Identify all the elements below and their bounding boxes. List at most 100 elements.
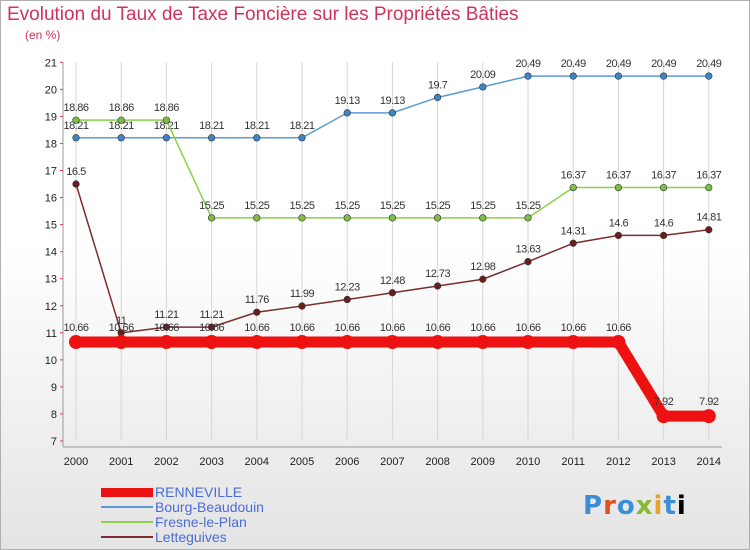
data-point-letteguives (298, 302, 306, 310)
data-label-renneville: 10.66 (289, 322, 314, 334)
data-label-renneville: 10.66 (109, 322, 134, 334)
data-point-bourg-beaudouin (388, 109, 397, 117)
data-label-bourg-beaudouin: 19.13 (380, 95, 405, 107)
proxiti-logo: Proxiti (583, 491, 687, 521)
data-point-bourg-beaudouin (705, 72, 713, 80)
x-tick-label: 2010 (516, 456, 540, 468)
data-label-letteguives: 14.81 (696, 212, 721, 224)
data-label-bourg-beaudouin: 18.21 (63, 120, 88, 132)
data-point-renneville (159, 334, 174, 349)
x-tick-label: 2011 (561, 456, 585, 468)
data-label-bourg-beaudouin: 20.49 (651, 58, 676, 70)
data-point-letteguives (659, 231, 668, 240)
data-point-renneville (701, 409, 716, 424)
legend-swatch-letteguives (101, 536, 153, 538)
data-point-fresne-le-plan (253, 214, 261, 222)
data-label-renneville: 10.66 (425, 322, 450, 334)
data-label-bourg-beaudouin: 20.49 (606, 58, 631, 70)
data-point-renneville (611, 334, 626, 349)
x-tick-label: 2006 (335, 456, 359, 468)
data-point-renneville (340, 334, 355, 349)
x-tick-label: 2000 (64, 456, 88, 468)
data-label-fresne-le-plan: 16.37 (606, 170, 631, 182)
y-tick-label: 13 (45, 274, 57, 286)
chart-plot: 2000 2001 2002 2003 2004 2005 2006 2007 2008 2009… (45, 57, 722, 468)
y-tick-label: 21 (45, 57, 57, 69)
data-point-bourg-beaudouin (434, 93, 442, 102)
legend-label-letteguives: Letteguives (155, 529, 227, 545)
data-label-letteguives: 11.21 (199, 309, 224, 321)
data-label-bourg-beaudouin: 18.21 (244, 120, 269, 132)
data-point-fresne-le-plan (659, 183, 668, 192)
x-tick-label: 2001 (109, 456, 133, 468)
data-label-letteguives: 14.6 (609, 217, 629, 229)
data-label-renneville: 10.66 (561, 322, 586, 334)
logo-letter: P (583, 491, 604, 521)
y-tick-label: 15 (45, 220, 57, 232)
data-label-renneville: 10.66 (470, 322, 495, 334)
data-label-fresne-le-plan: 15.25 (380, 200, 405, 212)
data-label-fresne-le-plan: 15.25 (515, 200, 540, 212)
data-label-letteguives: 11.99 (290, 288, 315, 300)
y-tick-label: 20 (45, 84, 57, 96)
y-tick-label: 17 (45, 166, 57, 178)
data-point-fresne-le-plan (162, 116, 170, 124)
x-tick-label: 2012 (606, 456, 630, 468)
x-tick-label: 2008 (425, 456, 449, 468)
data-label-fresne-le-plan: 16.37 (696, 170, 721, 182)
chart-title: Evolution du Taux de Taxe Foncière sur l… (7, 4, 519, 25)
data-label-fresne-le-plan: 18.86 (154, 102, 179, 114)
data-label-fresne-le-plan: 15.25 (244, 200, 269, 212)
data-point-bourg-beaudouin (659, 72, 668, 80)
y-tick-label: 19 (45, 111, 57, 123)
data-point-renneville (475, 334, 490, 349)
legend-swatch-fresne-le-plan (101, 521, 153, 523)
logo-letter: i (676, 491, 687, 521)
y-tick-label: 12 (45, 301, 57, 313)
x-tick-label: 2013 (651, 456, 675, 468)
data-point-fresne-le-plan (117, 116, 125, 124)
data-label-fresne-le-plan: 15.25 (470, 200, 495, 212)
data-label-letteguives: 11.76 (245, 294, 270, 306)
data-point-bourg-beaudouin (253, 134, 261, 142)
data-point-renneville (295, 334, 309, 349)
legend-label-renneville: RENNEVILLE (155, 484, 243, 500)
data-point-fresne-le-plan (569, 183, 577, 192)
data-point-fresne-le-plan (388, 214, 397, 222)
y-tick-label: 14 (45, 247, 57, 259)
data-label-letteguives: 12.98 (470, 261, 495, 273)
data-label-letteguives: 11 (116, 315, 127, 327)
y-tick-label: 11 (46, 328, 57, 340)
data-point-renneville (69, 334, 83, 349)
data-point-fresne-le-plan (298, 214, 306, 222)
data-point-renneville (521, 334, 535, 349)
data-point-bourg-beaudouin (208, 134, 216, 142)
y-tick-label: 10 (45, 355, 57, 367)
data-point-fresne-le-plan (208, 214, 216, 222)
data-label-renneville: 10.66 (154, 322, 179, 334)
data-point-letteguives (343, 295, 351, 304)
data-point-fresne-le-plan (72, 116, 80, 124)
data-point-bourg-beaudouin (479, 83, 487, 91)
data-label-fresne-le-plan: 15.25 (199, 200, 224, 212)
data-label-renneville: 7.92 (699, 396, 719, 408)
data-point-renneville (249, 334, 264, 349)
logo-letter: x (635, 491, 654, 521)
x-tick-label: 2007 (380, 456, 404, 468)
data-point-bourg-beaudouin (524, 72, 532, 80)
data-label-fresne-le-plan: 18.86 (63, 102, 88, 114)
logo-letter: t (663, 491, 677, 521)
y-tick-label: 16 (45, 193, 57, 205)
data-label-letteguives: 12.73 (425, 268, 450, 280)
legend-swatch-bourg-beaudouin (101, 506, 153, 508)
data-point-letteguives (569, 239, 577, 247)
data-label-letteguives: 14.6 (654, 217, 674, 229)
logo-letter: o (616, 491, 636, 521)
data-label-fresne-le-plan: 18.86 (109, 102, 134, 114)
data-label-fresne-le-plan: 15.25 (289, 200, 314, 212)
data-label-fresne-le-plan: 16.37 (651, 170, 676, 182)
data-label-bourg-beaudouin: 20.49 (696, 58, 721, 70)
data-label-bourg-beaudouin: 19.13 (335, 95, 360, 107)
data-label-renneville: 10.66 (63, 322, 88, 334)
data-label-fresne-le-plan: 15.25 (425, 200, 450, 212)
